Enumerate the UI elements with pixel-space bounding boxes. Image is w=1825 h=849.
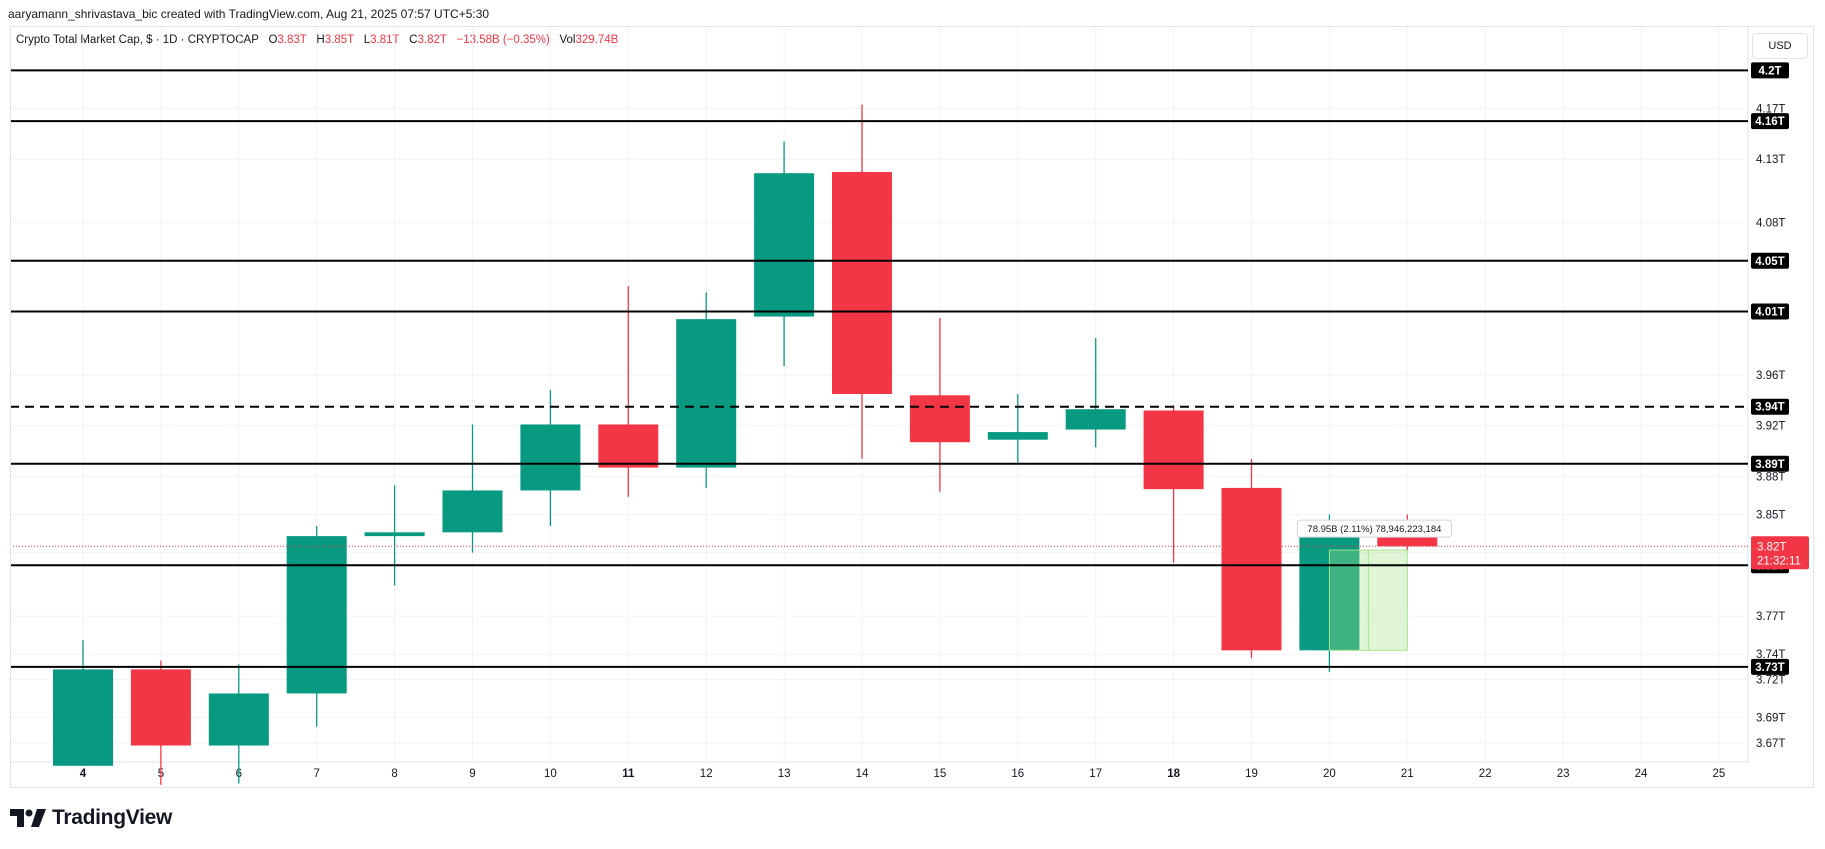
high-label: H bbox=[316, 34, 325, 46]
x-tick-label: 18 bbox=[1167, 768, 1180, 780]
close-label: C bbox=[409, 34, 418, 46]
level-price-label: 4.16T bbox=[1755, 116, 1784, 128]
candle-body bbox=[53, 669, 113, 766]
x-tick-label: 9 bbox=[469, 768, 475, 780]
tradingview-logo-icon bbox=[10, 809, 46, 827]
x-tick-label: 19 bbox=[1245, 768, 1258, 780]
level-price-label: 3.89T bbox=[1755, 459, 1784, 471]
volume-value: 329.74B bbox=[575, 34, 619, 46]
volume-label: Vol bbox=[559, 34, 576, 46]
open-value: 3.83T bbox=[277, 34, 307, 46]
tradingview-logo-text: TradingView bbox=[52, 806, 173, 829]
symbol-title[interactable]: Crypto Total Market Cap, $ · 1D · CRYPTO… bbox=[16, 34, 259, 46]
y-tick-label: 3.88T bbox=[1756, 471, 1785, 483]
candle-body bbox=[987, 432, 1048, 440]
candle-body bbox=[832, 171, 892, 394]
candle-body bbox=[1377, 534, 1438, 547]
candle-body bbox=[598, 424, 659, 468]
measure-tooltip-text: 78.95B (2.11%) 78,946,223,184 bbox=[1307, 524, 1441, 535]
level-price-tag bbox=[1751, 658, 1789, 675]
y-tick-label: 3.72T bbox=[1756, 675, 1785, 687]
candle-body bbox=[442, 490, 503, 533]
candle-body bbox=[676, 319, 737, 468]
x-tick-label: 17 bbox=[1089, 768, 1102, 780]
x-tick-label: 8 bbox=[391, 768, 397, 780]
y-tick-label: 4.08T bbox=[1756, 218, 1785, 230]
level-price-tag bbox=[1751, 62, 1789, 79]
candle-body bbox=[1143, 410, 1204, 490]
x-tick-label: 24 bbox=[1635, 768, 1648, 780]
x-tick-label: 4 bbox=[80, 768, 87, 780]
current-price-label: 3.82T bbox=[1757, 541, 1786, 553]
change-value: −13.58B (−0.35%) bbox=[456, 34, 550, 46]
level-price-tag bbox=[1751, 303, 1789, 320]
low-value: 3.81T bbox=[370, 34, 400, 46]
bar-countdown-label: 21:32:11 bbox=[1757, 555, 1801, 567]
candle-body bbox=[520, 424, 581, 491]
y-tick-label: 3.74T bbox=[1756, 649, 1785, 661]
currency-button[interactable]: USD bbox=[1752, 33, 1808, 59]
candle-body bbox=[130, 669, 191, 746]
y-tick-label: 3.77T bbox=[1756, 611, 1785, 623]
x-tick-label: 14 bbox=[856, 768, 869, 780]
level-price-label: 4.01T bbox=[1755, 307, 1784, 319]
x-tick-label: 15 bbox=[934, 768, 947, 780]
high-value: 3.85T bbox=[324, 34, 355, 46]
level-price-tag bbox=[1751, 398, 1789, 415]
x-tick-label: 22 bbox=[1479, 768, 1492, 780]
y-tick-label: 3.67T bbox=[1756, 738, 1785, 750]
open-label: O bbox=[268, 34, 278, 46]
candle-body bbox=[909, 395, 970, 443]
y-tick-label: 4.17T bbox=[1756, 103, 1785, 115]
chart-attribution: aaryamann_shrivastava_bic created with T… bbox=[8, 7, 490, 21]
candle-body bbox=[1221, 487, 1282, 651]
x-tick-label: 23 bbox=[1557, 768, 1570, 780]
level-price-label: 4.05T bbox=[1755, 256, 1784, 268]
y-tick-label: 4.13T bbox=[1756, 154, 1785, 166]
close-value: 3.82T bbox=[417, 34, 447, 46]
symbol-legend: Crypto Total Market Cap, $ · 1D · CRYPTO… bbox=[16, 34, 618, 46]
level-price-tag bbox=[1751, 252, 1789, 269]
level-price-label: 3.73T bbox=[1755, 662, 1784, 674]
x-tick-label: 13 bbox=[778, 768, 791, 780]
current-price-tag bbox=[1751, 536, 1809, 570]
x-tick-label: 10 bbox=[544, 768, 557, 780]
candle-body bbox=[364, 532, 425, 537]
candle-body bbox=[208, 693, 269, 746]
low-label: L bbox=[363, 34, 371, 46]
tradingview-logo[interactable]: TradingView bbox=[10, 806, 172, 830]
x-tick-label: 21 bbox=[1401, 768, 1414, 780]
x-tick-label: 25 bbox=[1713, 768, 1726, 780]
candle-body bbox=[286, 536, 347, 694]
x-tick-label: 16 bbox=[1011, 768, 1024, 780]
y-tick-label: 3.96T bbox=[1756, 370, 1785, 382]
candle-body bbox=[1065, 409, 1126, 430]
y-tick-label: 3.69T bbox=[1756, 713, 1785, 725]
x-tick-label: 12 bbox=[700, 768, 713, 780]
level-price-label: 4.2T bbox=[1758, 65, 1781, 77]
y-tick-label: 3.92T bbox=[1756, 421, 1785, 433]
x-tick-label: 20 bbox=[1323, 768, 1336, 780]
level-price-tag bbox=[1751, 455, 1789, 472]
measure-tooltip-box bbox=[1296, 519, 1452, 538]
candle-body bbox=[754, 173, 815, 317]
level-price-label: 3.94T bbox=[1755, 402, 1784, 414]
level-price-tag bbox=[1751, 113, 1789, 130]
x-tick-label: 11 bbox=[622, 768, 635, 780]
x-tick-label: 7 bbox=[313, 768, 319, 780]
y-tick-label: 3.85T bbox=[1756, 510, 1785, 522]
